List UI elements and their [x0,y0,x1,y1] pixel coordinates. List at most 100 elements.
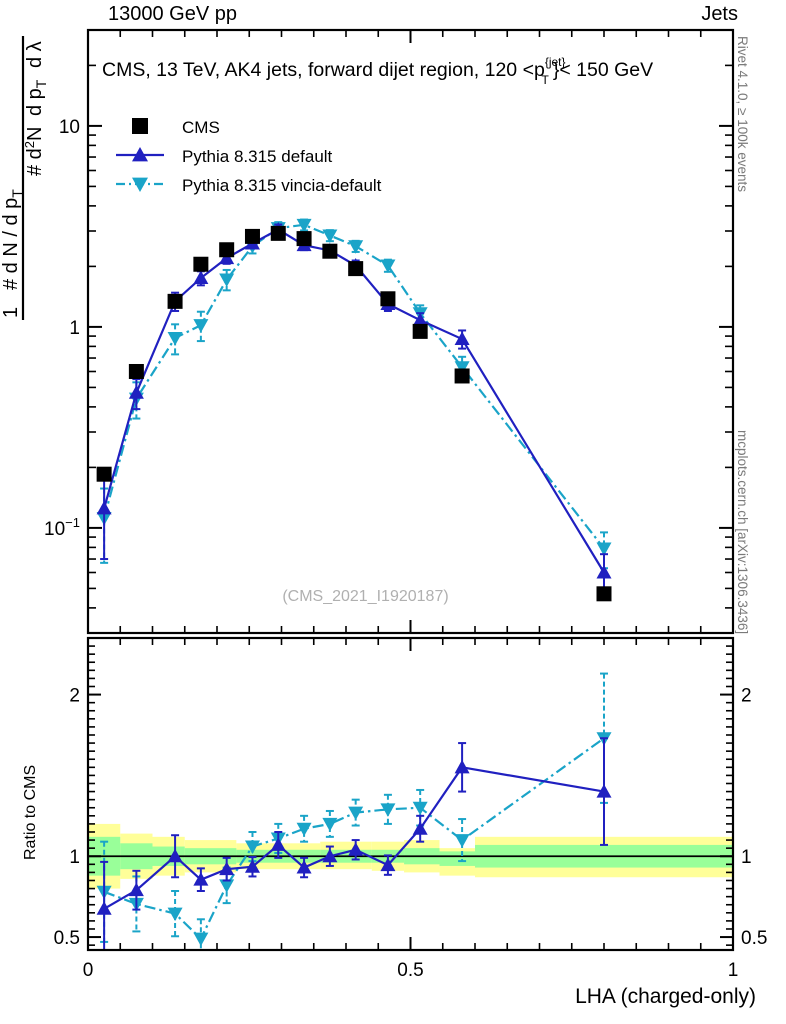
data-marker-triangle-down [380,259,396,274]
data-marker-triangle-down [132,177,148,192]
ratio-panel-frame [86,636,735,952]
data-marker-square [380,291,396,307]
data-marker-triangle-up [219,861,235,876]
data-marker-triangle-down [296,218,312,233]
data-marker-triangle-down [193,319,209,333]
data-marker-triangle-up [322,848,338,863]
data-marker-triangle-down [596,542,612,556]
data-marker-triangle-down [380,803,396,817]
ratio-y-tick-label: 0.5 [741,928,767,949]
data-marker-square [244,228,260,244]
data-marker-square [96,466,112,482]
legend-label: Pythia 8.315 default [182,147,333,166]
ratio-y-tick-label: 1 [741,847,752,868]
data-marker-triangle-down [412,801,428,816]
data-marker-triangle-up [193,872,209,886]
main-panel-frame [86,28,735,635]
legend-item: Pythia 8.315 default [116,147,333,166]
data-marker-square [167,293,183,309]
data-marker-square [270,225,286,241]
ylabel-den-sup: 2 [22,141,37,148]
ylabel-num-expr: # d N / d p [0,198,22,290]
data-marker-square [412,323,428,339]
data-marker-square [596,586,612,602]
data-marker-triangle-up [244,859,260,873]
ratio-panel: 0 0.5 10.5 0.51 12 2 [54,636,767,981]
data-marker-triangle-down [348,240,364,254]
series-line [103,228,605,574]
data-marker-triangle-down [244,840,260,855]
legend-item: Pythia 8.315 vincia-default [116,176,382,195]
data-marker-square [219,242,235,258]
data-marker-triangle-up [596,784,612,798]
data-marker-triangle-down [322,817,338,832]
plot-title: CMS, 13 TeV, AK4 jets, forward dijet reg… [102,55,653,87]
watermark-label: (CMS_2021_I1920187) [282,588,448,605]
x-tick-label: 0.5 [397,960,423,981]
ratio-y-tick-label: 2 [69,686,80,707]
data-marker-triangle-down [296,822,312,837]
ylabel-den-d: d λ [24,41,46,68]
ylabel-den-a: # d [24,148,46,176]
ylabel-den-c-sub: T [33,79,46,88]
ylabel-num-sub: T [9,189,25,198]
main-panel: 10 1 10−1 CMS, 13 TeV, AK4 jets, forward di… [44,28,735,635]
data-marker-triangle-up [454,759,470,774]
data-marker-square [348,261,364,277]
ratio-y-tick-label: 2 [741,686,752,707]
data-marker-triangle-up [596,564,612,579]
x-tick-label: 0 [83,960,94,981]
data-marker-triangle-up [128,385,144,399]
data-marker-triangle-up [454,331,470,346]
data-marker-triangle-up [348,842,364,856]
data-marker-triangle-up [128,882,144,897]
legend-item: CMS [132,118,220,137]
data-marker-triangle-down [167,907,183,922]
svg-text:1: 1 [0,307,22,318]
data-marker-square [132,118,148,134]
series-line [103,737,605,941]
data-marker-square [128,363,144,379]
data-marker-triangle-down [193,932,209,947]
svg-text:# d N / d pT: # d N / d pT [0,189,25,290]
ratio-y-tick-label: 1 [69,847,80,868]
data-marker-square [454,368,470,384]
legend-label: CMS [182,118,220,137]
data-marker-triangle-down [322,229,338,243]
data-marker-triangle-up [296,860,312,874]
data-marker-triangle-up [96,901,112,915]
ylabel-den-b: N [24,127,46,141]
data-marker-triangle-up [132,147,148,162]
data-marker-triangle-up [96,500,112,515]
x-tick-label: 1 [728,960,739,981]
data-marker-square [322,243,338,259]
data-marker-square [296,231,312,247]
data-marker-triangle-down [348,806,364,821]
data-marker-triangle-down [454,361,470,375]
ratio-y-tick-label: 0.5 [54,928,80,949]
data-marker-triangle-down [219,879,235,893]
ratio-band [439,851,475,866]
data-marker-triangle-down [454,834,470,848]
data-marker-triangle-down [167,332,183,346]
y-tick-label: 10 [59,117,80,138]
legend-label: Pythia 8.315 vincia-default [182,176,382,195]
data-marker-triangle-up [193,270,209,285]
ylabel-den-c: d p [24,88,46,116]
data-marker-triangle-up [167,848,183,863]
y-tick-label: 1 [69,318,80,339]
data-marker-square [193,256,209,272]
y-axis-label: 1 # d N / d pT # d2N d pT d λ [0,36,46,320]
data-marker-triangle-up [412,821,428,835]
svg-text:d λ: d λ [24,41,46,68]
data-marker-triangle-up [412,312,428,327]
svg-text:# d2N: # d2N [22,127,46,177]
data-marker-triangle-up [380,857,396,872]
y-tick-label: 10−1 [44,515,80,540]
data-marker-triangle-down [219,273,235,288]
x-axis-label: LHA (charged-only) [575,985,756,1008]
header-beam-label: 13000 GeV pp [108,3,237,25]
svg-text:d pT: d pT [24,79,46,116]
